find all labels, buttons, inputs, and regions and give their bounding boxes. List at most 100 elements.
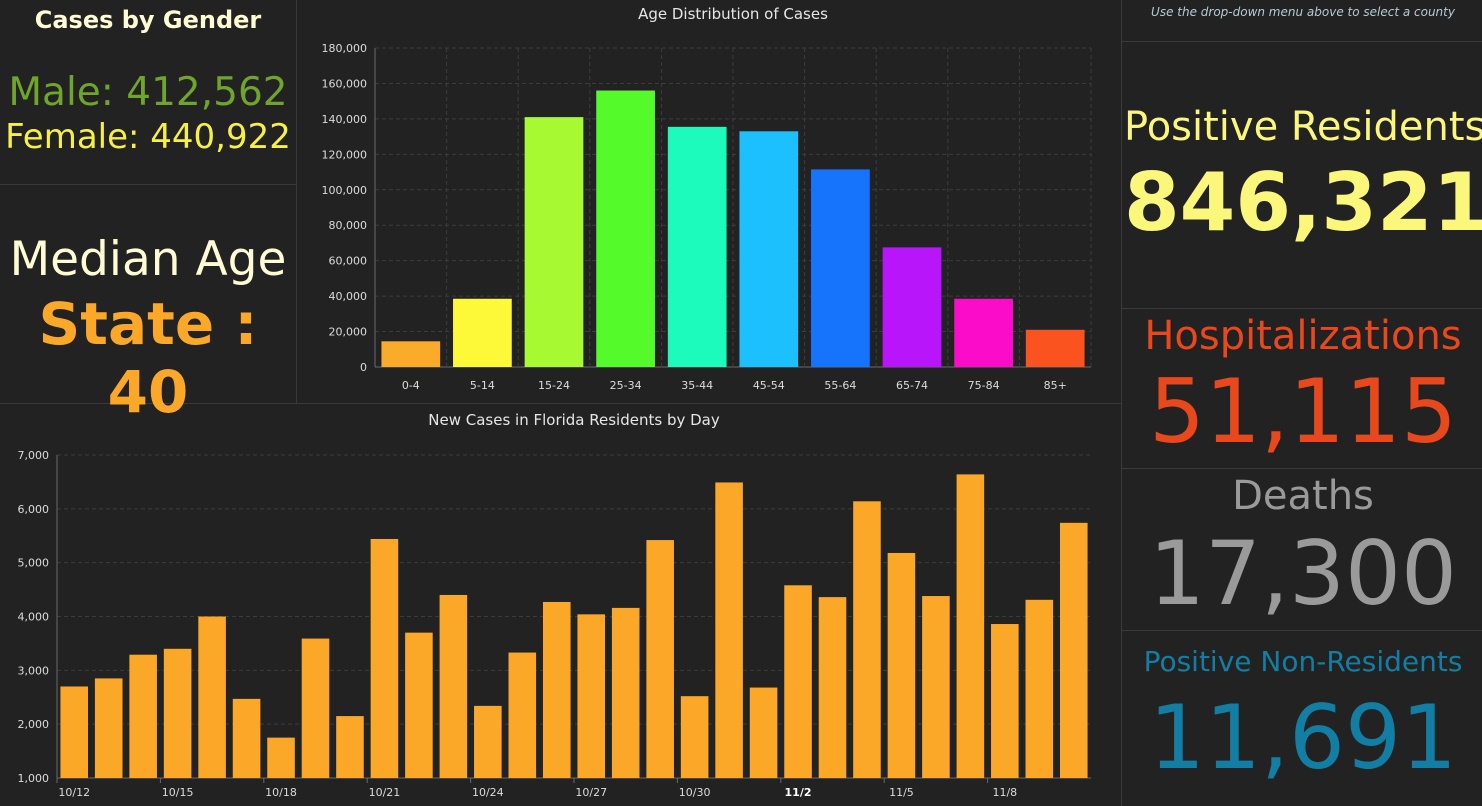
bar [784, 585, 812, 778]
divider [1122, 468, 1482, 469]
chart-title: Age Distribution of Cases [638, 5, 828, 23]
x-tick-label: 11/8 [992, 786, 1017, 799]
y-tick-label: 120,000 [322, 148, 368, 161]
bar [577, 614, 606, 778]
hospitalizations-value: 51,115 [1149, 360, 1457, 463]
bar [1025, 329, 1085, 367]
bar [887, 552, 916, 778]
divider [0, 184, 296, 185]
y-tick-label: 20,000 [329, 326, 368, 339]
y-tick-label: 1,000 [18, 772, 50, 785]
bar [198, 616, 226, 778]
x-tick-label: 45-54 [753, 379, 785, 392]
bar [94, 678, 123, 778]
bar [232, 698, 261, 778]
x-tick-label: 65-74 [896, 379, 928, 392]
bar [524, 117, 584, 367]
positive-residents-label: Positive Residents [1124, 104, 1482, 150]
bar [646, 540, 674, 778]
divider [0, 403, 1121, 404]
x-tick-label: 55-64 [824, 379, 856, 392]
x-tick-label: 10/30 [679, 786, 711, 799]
y-tick-label: 7,000 [18, 449, 50, 462]
bar [1025, 599, 1054, 778]
y-tick-label: 0 [360, 361, 367, 374]
male-count: Male: 412,562 [8, 70, 288, 115]
bar [667, 126, 727, 367]
divider [1122, 41, 1482, 42]
bar [882, 247, 942, 367]
y-tick-label: 5,000 [18, 557, 50, 570]
bar [922, 596, 950, 778]
y-tick-label: 6,000 [18, 503, 50, 516]
bar [956, 474, 985, 778]
divider [1122, 630, 1482, 631]
gender-panel-title: Cases by Gender [34, 6, 262, 34]
deaths-label: Deaths [1232, 473, 1374, 519]
bar [370, 538, 399, 778]
x-tick-label: 10/12 [58, 786, 90, 799]
hospitalizations-label: Hospitalizations [1144, 313, 1462, 359]
non-residents-value: 11,691 [1149, 686, 1457, 789]
median-age-state: State : 40 [38, 290, 258, 426]
x-tick-label: 10/15 [162, 786, 194, 799]
non-residents-label: Positive Non-Residents [1143, 645, 1463, 678]
divider [1121, 0, 1122, 806]
x-tick-label: 25-34 [610, 379, 642, 392]
daily-cases-chart: New Cases in Florida Residents by Day 1,0… [18, 411, 1091, 799]
y-tick-label: 2,000 [18, 718, 50, 731]
chart-title: New Cases in Florida Residents by Day [428, 411, 720, 429]
bar [474, 705, 502, 778]
bar [749, 687, 778, 778]
bar [715, 482, 743, 778]
bar [818, 597, 847, 778]
x-tick-label: 10/18 [265, 786, 297, 799]
bar [811, 169, 870, 367]
bar [611, 607, 640, 778]
x-tick-label: 11/5 [889, 786, 914, 799]
bar [301, 638, 330, 778]
x-tick-label: 0-4 [402, 379, 420, 392]
x-tick-label: 15-24 [538, 379, 570, 392]
bar [453, 298, 512, 367]
bar [381, 341, 441, 367]
bar [129, 654, 157, 778]
bar [267, 737, 295, 778]
x-tick-label: 35-44 [681, 379, 713, 392]
bar [439, 594, 468, 778]
median-age-title: Median Age [9, 232, 287, 287]
bar [405, 632, 433, 778]
bar [542, 601, 571, 778]
divider [296, 0, 297, 403]
deaths-value: 17,300 [1149, 522, 1457, 625]
x-tick-label: 11/2 [785, 786, 812, 799]
y-tick-label: 4,000 [18, 611, 50, 624]
y-tick-label: 160,000 [322, 77, 368, 90]
x-tick-label: 10/21 [369, 786, 401, 799]
x-tick-label: 75-84 [968, 379, 1000, 392]
x-tick-label: 5-14 [470, 379, 495, 392]
y-tick-label: 180,000 [322, 42, 368, 55]
y-tick-label: 80,000 [329, 219, 368, 232]
bar [1059, 522, 1088, 778]
bar [954, 298, 1013, 367]
bar [508, 652, 537, 778]
county-select-note: Use the drop-down menu above to select a… [1151, 5, 1455, 19]
bar [739, 131, 799, 367]
y-tick-label: 60,000 [329, 255, 368, 268]
bar [853, 501, 881, 778]
x-tick-label: 10/27 [575, 786, 607, 799]
y-tick-label: 100,000 [322, 184, 368, 197]
bar [163, 648, 192, 778]
divider [1122, 308, 1482, 309]
x-tick-label: 85+ [1044, 379, 1067, 392]
x-tick-label: 10/24 [472, 786, 504, 799]
positive-residents-value: 846,321 [1124, 156, 1482, 249]
bar [991, 624, 1019, 778]
bar [680, 696, 709, 778]
bar [60, 686, 89, 778]
female-count: Female: 440,922 [5, 117, 291, 157]
y-tick-label: 40,000 [329, 290, 368, 303]
bar [336, 716, 364, 778]
y-tick-label: 3,000 [18, 664, 50, 677]
